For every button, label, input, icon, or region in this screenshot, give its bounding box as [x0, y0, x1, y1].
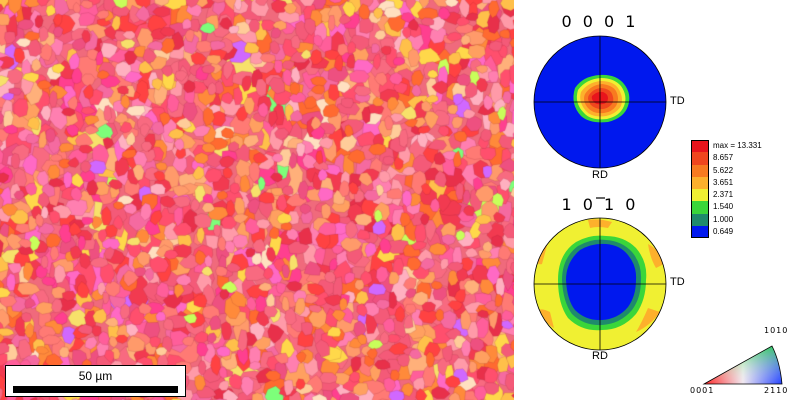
ipf-key-label-0001: 0001: [690, 386, 715, 395]
pole-figure-0001-title-text: 0 0 0 1: [561, 12, 639, 31]
legend-label: 8.657: [713, 153, 734, 163]
scale-bar-box: 50 µm: [5, 365, 186, 397]
pole-figure-0001: [533, 35, 667, 169]
legend-row: 2.371: [691, 189, 800, 202]
scale-bar-label: 50 µm: [78, 369, 113, 383]
pole-figure-1010-td-label: TD: [670, 276, 685, 288]
legend-swatch: [691, 226, 709, 239]
pole-figure-1010-title-text: 1 0 1 0: [561, 195, 639, 214]
pole-figure-0001-contours: [573, 74, 630, 123]
pole-figure-1010-outline: [533, 217, 667, 351]
ipf-key-label-2110: 2110: [764, 386, 789, 395]
legend-swatch: [691, 189, 709, 202]
legend-row: 0.649: [691, 226, 800, 239]
contour-legend: max = 13.331 8.657 5.622 3.651 2.371 1.540 1.0…: [691, 140, 800, 239]
legend-row: max = 13.331: [691, 140, 800, 153]
legend-row: 8.657: [691, 152, 800, 165]
legend-label: 5.622: [713, 165, 734, 175]
pole-figure-0001-title: 0 0 0 1: [560, 12, 640, 31]
legend-label: 2.371: [713, 190, 734, 200]
legend-swatch: [691, 164, 709, 177]
pole-figure-1010-rd-label: RD: [592, 350, 608, 362]
legend-swatch: [691, 152, 709, 165]
legend-label: max = 13.331: [713, 141, 762, 150]
legend-label: 1.540: [713, 202, 734, 212]
legend-row: 5.622: [691, 164, 800, 177]
legend-label: 0.649: [713, 227, 734, 237]
scale-bar: [13, 386, 178, 393]
pole-figure-1010-title: 1 0 1 0: [560, 195, 640, 214]
legend-row: 1.540: [691, 201, 800, 214]
ipf-key-label-1010: 1010: [764, 326, 789, 335]
pole-figure-1010-contours: [536, 219, 664, 332]
pole-figure-1010-overbar: [596, 197, 605, 199]
legend-label: 1.000: [713, 214, 734, 224]
pole-figure-1010: [533, 217, 667, 351]
pole-figure-0001-td-label: TD: [670, 95, 685, 107]
legend-swatch: [691, 140, 709, 153]
pole-figure-0001-rd-label: RD: [592, 169, 608, 181]
ipf-color-key: [702, 345, 783, 385]
legend-label: 3.651: [713, 177, 734, 187]
legend-swatch: [691, 176, 709, 190]
legend-swatch: [691, 201, 709, 214]
pole-figure-0001-outline: [533, 35, 667, 169]
legend-row: 1.000: [691, 213, 800, 227]
legend-row: 3.651: [691, 176, 800, 190]
ebsd-orientation-map: [0, 0, 514, 400]
legend-swatch: [691, 213, 709, 227]
